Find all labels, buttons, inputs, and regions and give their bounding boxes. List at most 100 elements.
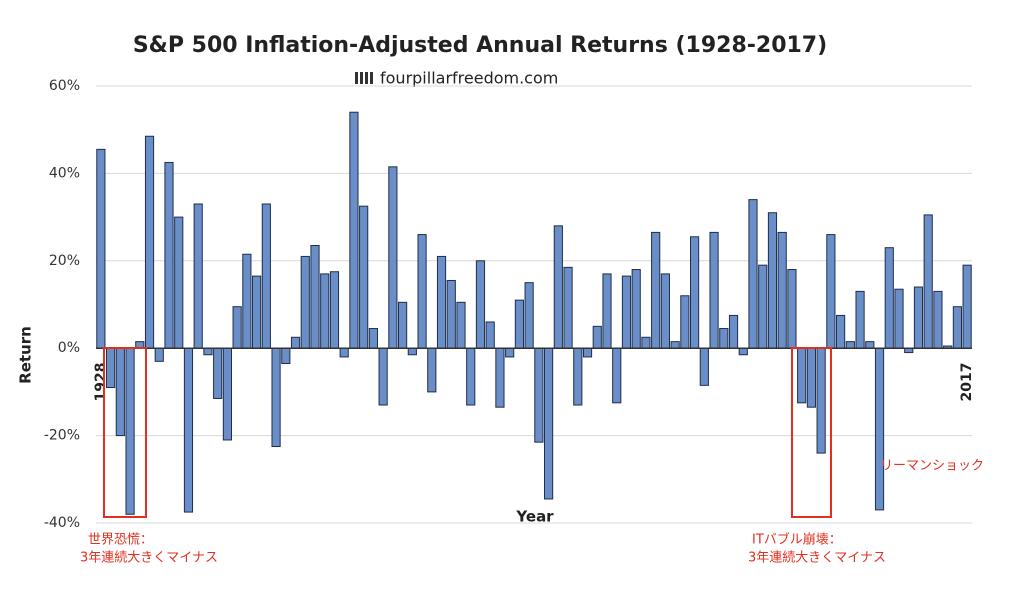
bar [592, 325, 602, 349]
bar [349, 111, 359, 349]
y-tick-label: -40% [44, 515, 80, 531]
bar [836, 314, 846, 349]
bar [923, 214, 933, 349]
bar [407, 347, 417, 356]
bar [339, 347, 349, 358]
bar [524, 282, 534, 349]
bar [709, 231, 719, 349]
bar [690, 236, 700, 349]
bar [505, 347, 515, 358]
bar [106, 347, 116, 389]
bar [621, 275, 632, 349]
bar [252, 275, 262, 349]
bar [320, 273, 330, 349]
bar [174, 216, 184, 349]
bar [495, 347, 505, 408]
bar [115, 347, 125, 437]
x-tick-label: 2017 [959, 363, 975, 402]
bar [290, 336, 301, 349]
annotation: 3年連続大きくマイナス [748, 551, 886, 566]
bar [787, 269, 797, 349]
bar [826, 234, 836, 349]
x-axis-label: Year [515, 508, 554, 526]
chart-title: S&P 500 Inflation-Adjusted Annual Return… [133, 33, 827, 58]
bar [213, 347, 223, 399]
bar [242, 253, 252, 349]
bar [563, 266, 573, 349]
chart-subtitle: fourpillarfreedom.com [380, 69, 558, 88]
y-tick-label: 20% [49, 253, 80, 269]
annotation: 3年連続大きくマイナス [80, 551, 218, 566]
bar [261, 203, 271, 349]
bar [125, 347, 135, 515]
bar [154, 347, 164, 362]
bar [748, 199, 758, 349]
bar [222, 347, 232, 441]
bar [680, 295, 690, 349]
plot: -40%-20%0%20%40%60%1928 2017 [44, 78, 975, 531]
bar [359, 205, 369, 349]
bar [777, 231, 787, 349]
bar [962, 264, 972, 349]
highlight-box [791, 347, 832, 518]
bar [816, 347, 826, 454]
bar [797, 347, 807, 404]
bar [436, 255, 447, 349]
y-tick-label: -20% [44, 428, 80, 444]
bar [631, 269, 641, 349]
bar [446, 279, 456, 349]
bar [300, 255, 310, 349]
bar [310, 245, 320, 349]
bar [398, 301, 408, 349]
bar [534, 347, 544, 443]
bar [485, 321, 495, 349]
bar [651, 231, 661, 349]
bar [544, 347, 554, 500]
bar [845, 341, 855, 349]
bar [466, 347, 476, 406]
bar [456, 301, 466, 349]
bar [96, 148, 106, 349]
bar [553, 225, 563, 349]
bar [368, 328, 378, 349]
bar [660, 273, 670, 349]
bar [183, 347, 194, 513]
bar [913, 286, 924, 349]
annotation: リーマンショック [880, 459, 984, 474]
bar [378, 347, 388, 406]
bar [388, 166, 398, 349]
bar [874, 347, 885, 511]
bar [427, 347, 437, 393]
bar [573, 347, 583, 406]
bar [329, 271, 340, 349]
bar [806, 347, 816, 408]
bar [894, 288, 904, 349]
bar [865, 341, 875, 349]
logo [355, 72, 373, 84]
bar [514, 299, 524, 349]
bar [417, 234, 427, 349]
y-tick-label: 40% [49, 165, 80, 181]
bar [582, 347, 593, 358]
bar [203, 347, 213, 356]
bar [699, 347, 709, 386]
bar [144, 135, 155, 349]
y-axis-label: Return [17, 326, 35, 384]
annotation: 世界恐慌： [88, 533, 153, 548]
bar [670, 341, 680, 349]
y-tick-label: 60% [49, 78, 80, 94]
bar [641, 336, 651, 349]
annotation: ITバブル崩壊： [752, 532, 842, 548]
bar [612, 347, 622, 404]
bar [767, 212, 778, 349]
bar [758, 264, 768, 349]
bar [475, 260, 486, 349]
bar [719, 328, 729, 349]
bar [738, 347, 748, 356]
bar [855, 290, 865, 349]
bar [281, 347, 291, 364]
bar [164, 161, 174, 349]
y-tick-label: 0% [58, 340, 80, 356]
